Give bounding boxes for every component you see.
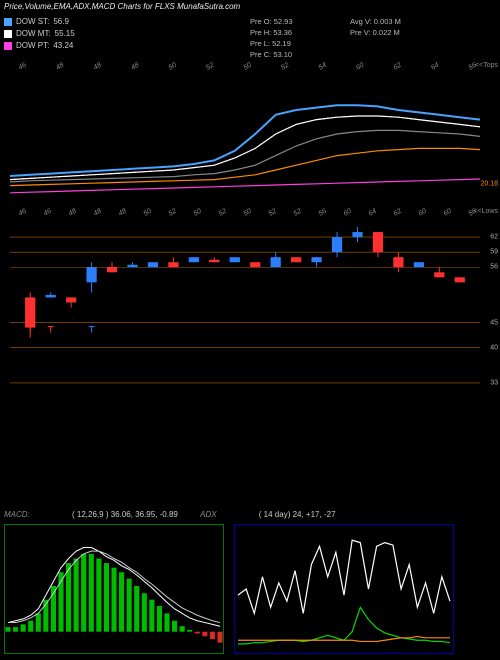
svg-text:50: 50 bbox=[243, 208, 253, 218]
stat-prev: Pre V: 0.022 M bbox=[350, 27, 401, 38]
swatch-mt bbox=[4, 30, 12, 38]
legend: DOW ST: 56.9 DOW MT: 55.15 DOW PT: 43.24 bbox=[4, 16, 75, 52]
svg-text:64: 64 bbox=[368, 208, 378, 218]
svg-text:50: 50 bbox=[243, 62, 253, 72]
price-right-label: 20.18 bbox=[480, 181, 498, 188]
stats-vol: Avg V: 0.003 M Pre V: 0.022 M bbox=[350, 16, 401, 38]
candle-tick: 33 bbox=[490, 379, 498, 386]
price-axis-label: <<Tops bbox=[475, 62, 498, 69]
legend-pt-label: DOW PT: bbox=[16, 40, 49, 52]
svg-text:48: 48 bbox=[93, 62, 103, 72]
legend-pt: DOW PT: 43.24 bbox=[4, 40, 75, 52]
svg-text:50: 50 bbox=[193, 208, 203, 218]
candle-axis-label: <<Lows bbox=[473, 208, 498, 215]
svg-text:60: 60 bbox=[418, 208, 428, 218]
adx-panel bbox=[234, 524, 454, 654]
legend-st-value: 56.9 bbox=[53, 16, 69, 28]
svg-text:62: 62 bbox=[393, 208, 403, 218]
stats-ohlc: Pre O: 52.93 Pre H: 53.36 Pre L: 52.19 P… bbox=[250, 16, 293, 60]
legend-mt-value: 55.15 bbox=[55, 28, 75, 40]
adx-params: ( 14 day) 24, +17, -27 bbox=[259, 510, 336, 519]
legend-mt-label: DOW MT: bbox=[16, 28, 51, 40]
svg-text:52: 52 bbox=[293, 208, 303, 218]
svg-text:50: 50 bbox=[143, 208, 153, 218]
swatch-st bbox=[4, 18, 12, 26]
svg-text:56: 56 bbox=[318, 208, 328, 218]
svg-text:46: 46 bbox=[18, 208, 28, 218]
svg-text:46: 46 bbox=[18, 62, 28, 72]
svg-text:52: 52 bbox=[268, 208, 278, 218]
svg-text:52: 52 bbox=[205, 62, 215, 72]
stat-o: Pre O: 52.93 bbox=[250, 16, 293, 27]
candle-tick: 45 bbox=[490, 319, 498, 326]
price-panel: 46484848505250525460626456<<Tops20.18 bbox=[0, 62, 500, 202]
svg-text:50: 50 bbox=[168, 62, 178, 72]
svg-text:52: 52 bbox=[280, 62, 290, 72]
legend-mt: DOW MT: 55.15 bbox=[4, 28, 75, 40]
macd-panel bbox=[4, 524, 224, 654]
svg-text:48: 48 bbox=[118, 208, 128, 218]
candle-panel: 46 46 48 48 48 50 52 50 52 50 52 52 56 60 64 62 60 60 56 62… bbox=[0, 208, 500, 408]
svg-text:60: 60 bbox=[355, 62, 365, 72]
candle-tick: 40 bbox=[490, 344, 498, 351]
legend-st: DOW ST: 56.9 bbox=[4, 16, 75, 28]
legend-st-label: DOW ST: bbox=[16, 16, 49, 28]
chart-title: Price,Volume,EMA,ADX,MACD Charts for FLX… bbox=[4, 2, 240, 11]
indicator-labels: MACD: ( 12,26,9 ) 36.06, 36.95, -0.89 AD… bbox=[4, 510, 336, 519]
svg-text:48: 48 bbox=[130, 62, 140, 72]
svg-text:48: 48 bbox=[55, 62, 65, 72]
stat-l: Pre L: 52.19 bbox=[250, 38, 293, 49]
svg-text:60: 60 bbox=[443, 208, 453, 218]
svg-text:60: 60 bbox=[343, 208, 353, 218]
svg-text:52: 52 bbox=[218, 208, 228, 218]
macd-label: MACD: bbox=[4, 510, 30, 519]
stat-avgv: Avg V: 0.003 M bbox=[350, 16, 401, 27]
svg-text:48: 48 bbox=[93, 208, 103, 218]
macd-params: ( 12,26,9 ) 36.06, 36.95, -0.89 bbox=[72, 510, 178, 519]
svg-text:64: 64 bbox=[430, 62, 440, 72]
svg-text:46: 46 bbox=[43, 208, 53, 218]
candle-tick: 62 bbox=[490, 234, 498, 241]
candle-tick: 56 bbox=[490, 264, 498, 271]
stat-h: Pre H: 53.36 bbox=[250, 27, 293, 38]
candle-tick: 59 bbox=[490, 249, 498, 256]
svg-text:54: 54 bbox=[318, 62, 328, 72]
swatch-pt bbox=[4, 42, 12, 50]
adx-label: ADX bbox=[200, 510, 216, 519]
svg-text:52: 52 bbox=[168, 208, 178, 218]
svg-text:48: 48 bbox=[68, 208, 78, 218]
legend-pt-value: 43.24 bbox=[53, 40, 73, 52]
stat-c: Pre C: 53.10 bbox=[250, 49, 293, 60]
svg-text:62: 62 bbox=[393, 62, 403, 72]
